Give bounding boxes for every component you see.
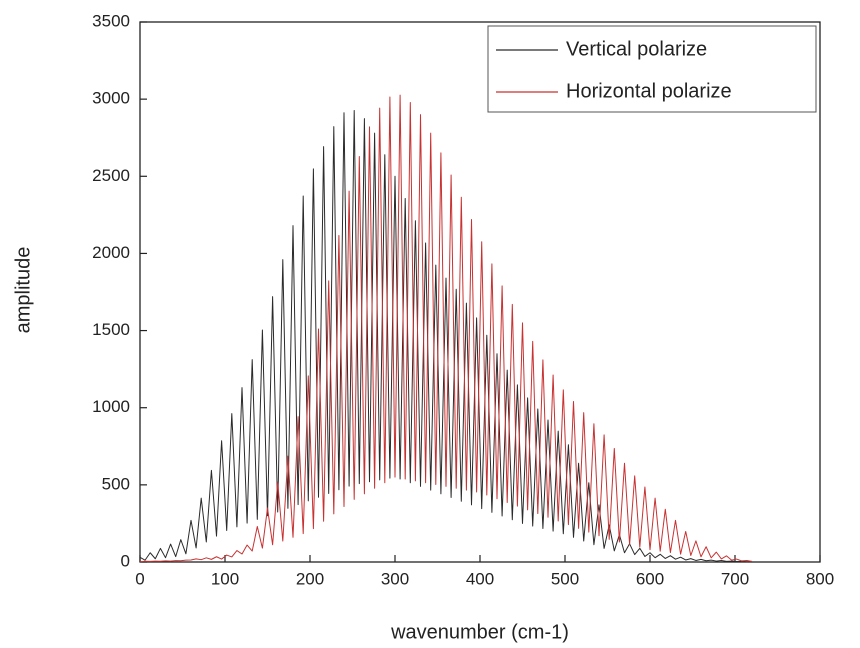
y-tick-label: 3000 (92, 89, 130, 108)
y-tick-label: 500 (102, 474, 130, 493)
x-tick-label: 800 (806, 569, 834, 588)
y-tick-label: 2500 (92, 166, 130, 185)
x-tick-label: 700 (721, 569, 749, 588)
legend: Vertical polarize Horizontal polarize (487, 25, 817, 113)
y-tick-label: 1500 (92, 320, 130, 339)
y-axis-title: amplitude (12, 247, 34, 334)
x-tick-label: 600 (636, 569, 664, 588)
x-tick-label: 0 (135, 569, 144, 588)
x-tick-label: 500 (551, 569, 579, 588)
x-tick-label: 100 (211, 569, 239, 588)
x-tick-label: 300 (381, 569, 409, 588)
y-tick-label: 0 (121, 551, 130, 570)
y-tick-label: 3500 (92, 11, 130, 30)
data-line (139, 110, 753, 563)
y-tick-label: 1000 (92, 397, 130, 416)
legend-box (487, 25, 817, 113)
x-tick-label: 200 (296, 569, 324, 588)
legend-label: Horizontal polarize (566, 80, 732, 102)
y-tick-label: 2000 (92, 243, 130, 262)
data-line (139, 94, 753, 563)
x-tick-label: 400 (466, 569, 494, 588)
legend-label: Vertical polarize (566, 38, 707, 60)
x-axis-title: wavenumber (cm-1) (390, 621, 569, 643)
